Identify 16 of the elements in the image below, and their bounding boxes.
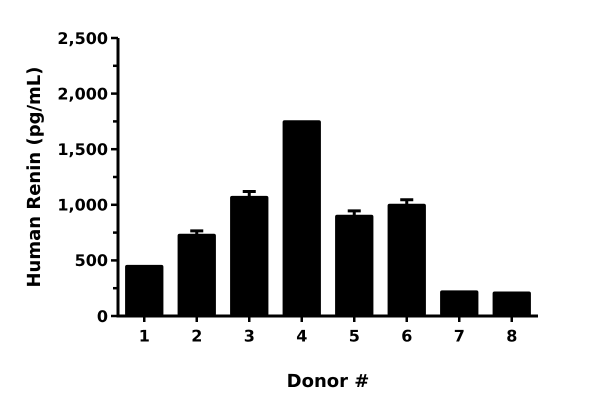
x-tick-label: 6 xyxy=(401,326,412,346)
y-tick-label: 1,000 xyxy=(57,196,108,215)
x-tick-label: 4 xyxy=(296,326,308,346)
y-tick-label: 500 xyxy=(74,251,108,270)
x-tick-label: 8 xyxy=(506,326,518,346)
x-tick-label: 3 xyxy=(244,326,255,346)
y-axis-title: Human Renin (pg/mL) xyxy=(24,66,45,288)
x-tick-label: 7 xyxy=(454,326,465,346)
x-tick-label: 2 xyxy=(191,326,202,346)
y-tick-label: 2,000 xyxy=(57,84,108,104)
y-tick-label: 0 xyxy=(96,306,108,326)
y-tick-label: 1,500 xyxy=(57,140,108,159)
x-tick-label: 5 xyxy=(348,326,360,346)
x-tick-label: 1 xyxy=(138,326,150,346)
x-axis-title: Donor # xyxy=(286,371,370,392)
y-tick-label: 2,500 xyxy=(57,28,108,48)
